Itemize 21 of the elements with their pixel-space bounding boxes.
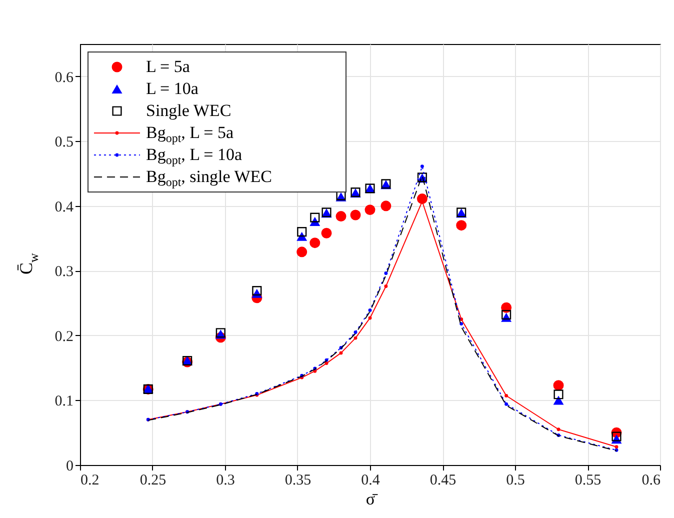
legend-label: Single WEC (146, 101, 232, 120)
y-axis-title: C̄w (16, 252, 41, 275)
x-tick-label: 0.35 (284, 472, 312, 488)
legend-label: L = 5a (146, 57, 190, 76)
y-tick-label: 0.5 (54, 134, 74, 151)
x-tick-label: 0.25 (140, 472, 166, 488)
x-tick-label: 0.3 (216, 472, 235, 488)
x-tick-label: 0.55 (574, 472, 602, 488)
x-tick-label: 0.6 (642, 472, 661, 488)
y-tick-label: 0 (66, 458, 74, 474)
x-tick-label: 0.5 (506, 472, 525, 488)
y-tick-label: 0.2 (54, 328, 74, 345)
x-axis-title: σ̄ (366, 490, 378, 508)
x-tick-label: 0.4 (361, 472, 380, 488)
y-tick-label: 0.6 (54, 70, 74, 86)
x-tick-label: 0.2 (80, 472, 100, 488)
y-tick-label: 0.4 (54, 199, 74, 216)
y-tick-label: 0.3 (54, 264, 74, 280)
legend-label: L = 10a (146, 79, 199, 98)
y-tick-label: 0.1 (54, 394, 74, 410)
x-tick-label: 0.45 (430, 472, 456, 488)
